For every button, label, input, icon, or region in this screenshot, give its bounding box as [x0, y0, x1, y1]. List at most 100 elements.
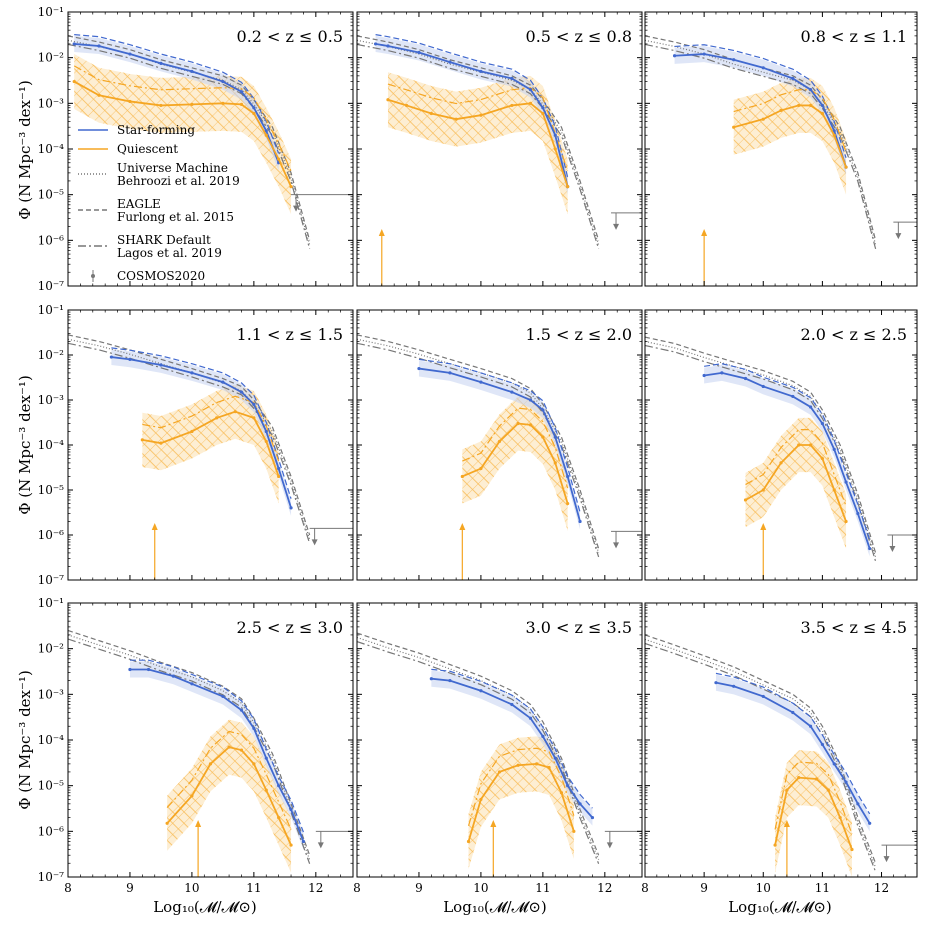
y-tick-label: 10⁻² [38, 642, 65, 656]
star-forming-point [590, 815, 595, 820]
eagle-model-line [68, 334, 311, 536]
quiescent-point [541, 435, 545, 439]
quiescent-point [221, 101, 225, 105]
quiescent-line [461, 422, 569, 504]
cosmos-limit-arrow-head [613, 223, 620, 230]
star-forming-point [844, 480, 848, 484]
star-forming-line [74, 43, 280, 164]
quiescent-limit-arrow-head [151, 523, 158, 530]
star-forming-point [553, 133, 557, 137]
legend-label: SHARK Default [117, 233, 211, 247]
star-forming-point [528, 398, 533, 402]
star-forming-model-line [418, 358, 581, 513]
quiescent-point [190, 102, 194, 106]
panel-3: 0.8 < z ≤ 1.1 [644, 11, 918, 287]
quiescent-model-line [387, 83, 569, 172]
star-forming-point [479, 689, 483, 693]
quiescent-point [528, 423, 533, 427]
panel-plot-area [645, 35, 917, 286]
quiescent-point [797, 443, 801, 447]
star-forming-model-line [129, 659, 304, 833]
x-axis-title-col-3: Log₁₀(𝓜/𝓜⊙) [728, 898, 832, 916]
legend-label: Star-forming [117, 123, 195, 137]
quiescent-point [239, 102, 244, 106]
quiescent-point [460, 474, 464, 479]
quiescent-point [832, 133, 836, 137]
quiescent-point [844, 165, 848, 169]
y-tick-label: 10⁻⁷ [38, 573, 65, 587]
cosmos-limit-arrow-head [311, 539, 318, 546]
quiescent-point [761, 488, 765, 492]
quiescent-point [743, 498, 748, 502]
quiescent-point [559, 791, 564, 795]
quiescent-model-line [745, 428, 847, 507]
quiescent-point [535, 762, 539, 766]
panel-plot-area [645, 634, 917, 877]
star-forming-point [732, 58, 736, 62]
panel-redshift-label: 3.5 < z ≤ 4.5 [801, 618, 907, 637]
legend-label: Behroozi et al. 2019 [117, 174, 240, 188]
quiescent-point [547, 765, 551, 770]
x-tick-label: 12 [308, 881, 323, 895]
universe-machine-model-line [357, 39, 600, 245]
star-forming-point [528, 716, 533, 720]
quiescent-point [429, 111, 433, 116]
panel-redshift-label: 0.2 < z ≤ 0.5 [237, 27, 343, 46]
quiescent-point [797, 103, 801, 108]
quiescent-point [779, 108, 783, 113]
panel-redshift-label: 0.8 < z ≤ 1.1 [801, 27, 907, 46]
panel-plot-area [357, 34, 642, 286]
cosmos-limit-arrow-head [883, 856, 890, 863]
quiescent-hatch [462, 396, 568, 531]
star-forming-point [791, 710, 795, 715]
quiescent-point [190, 794, 194, 798]
y-tick-label: 10⁻⁷ [38, 279, 65, 293]
quiescent-point [264, 788, 268, 792]
quiescent-point [732, 125, 736, 129]
star-forming-point [386, 44, 390, 48]
y-axis-title-row-3: Φ (N Mpc⁻³ dex⁻¹) [16, 670, 34, 810]
quiescent-line [142, 410, 280, 477]
quiescent-point [140, 438, 144, 442]
star-forming-point [97, 44, 101, 48]
star-forming-point [264, 129, 268, 133]
panel-8: 8 9 10 11 12 3.0 < z ≤ 3.5 [353, 602, 643, 895]
star-forming-point [277, 466, 281, 471]
panel-4: 10⁻⁷ 10⁻⁶ 10⁻⁵ 10⁻⁴ 10⁻³ 10⁻² 10⁻¹ 1.1 < z ≤ 1.… [38, 303, 354, 587]
y-tick-label: 10⁻³ [38, 96, 65, 110]
cosmos-limit-arrow-head [895, 233, 902, 240]
star-forming-point [732, 684, 736, 688]
star-forming-model-line [431, 668, 593, 809]
star-forming-point [743, 376, 748, 381]
y-tick-label: 10⁻⁶ [38, 233, 65, 247]
quiescent-point [454, 117, 458, 121]
panel-plot-area [68, 334, 353, 580]
quiescent-hatch [167, 719, 292, 873]
quiescent-hatch [142, 384, 279, 504]
cosmos-limit-arrow-head [317, 842, 324, 849]
quiescent-point [252, 111, 256, 116]
star-forming-point [128, 667, 132, 672]
star-forming-point [791, 394, 795, 399]
star-forming-point [791, 76, 795, 81]
eagle-model-line [357, 334, 600, 549]
y-tick-label: 10⁻⁴ [38, 733, 65, 747]
star-forming-point [541, 408, 545, 412]
shark-model-line [357, 342, 600, 558]
star-forming-model-line [375, 34, 569, 178]
panel-plot-area [645, 336, 917, 580]
quiescent-line [387, 98, 569, 187]
quiescent-point [252, 762, 256, 766]
cosmos-limit-arrow-head [293, 205, 300, 212]
legend-item-cosmos: COSMOS2020 [91, 269, 205, 283]
star-forming-point [820, 742, 824, 747]
star-forming-point [301, 839, 306, 844]
quiescent-point [850, 847, 854, 852]
star-forming-point [289, 807, 293, 812]
quiescent-point [289, 843, 293, 847]
panel-9: 8 9 10 11 12 3.5 < z ≤ 4.5 [641, 602, 918, 895]
star-forming-point [820, 421, 824, 426]
star-forming-point [221, 694, 225, 699]
quiescent-line [745, 444, 847, 522]
